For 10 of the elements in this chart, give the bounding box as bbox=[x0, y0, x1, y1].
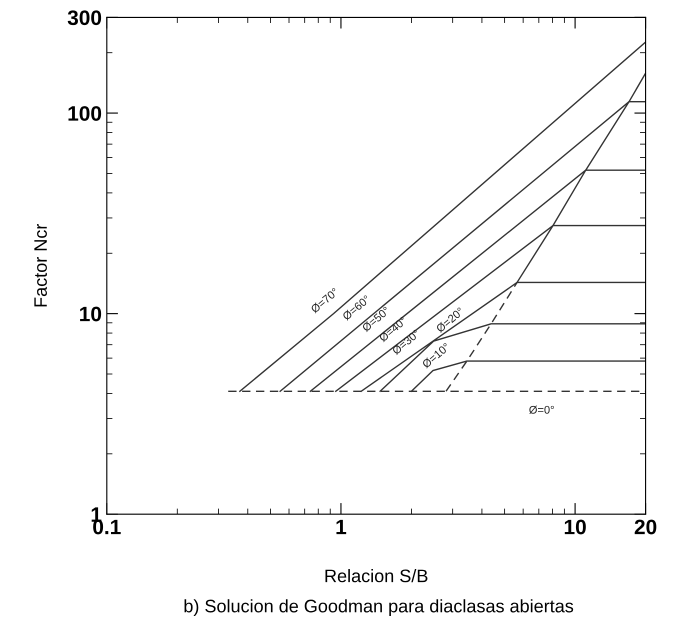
y-tick-label: 300 bbox=[68, 10, 102, 26]
y-tick-label: 10 bbox=[80, 306, 102, 322]
y-axis-title: Factor Ncr bbox=[34, 224, 47, 306]
y-tick-label: 100 bbox=[68, 106, 102, 121]
x-axis-title: Relacion S/B bbox=[325, 569, 428, 582]
x-tick-label: 20 bbox=[634, 520, 656, 534]
text: b) Solucion de Goodman para diaclasas abiertas bbox=[184, 599, 574, 616]
x-tick-label: 10 bbox=[564, 520, 586, 534]
x-tick-label: 1 bbox=[336, 520, 346, 534]
annotation: Ø=0° bbox=[529, 406, 554, 414]
